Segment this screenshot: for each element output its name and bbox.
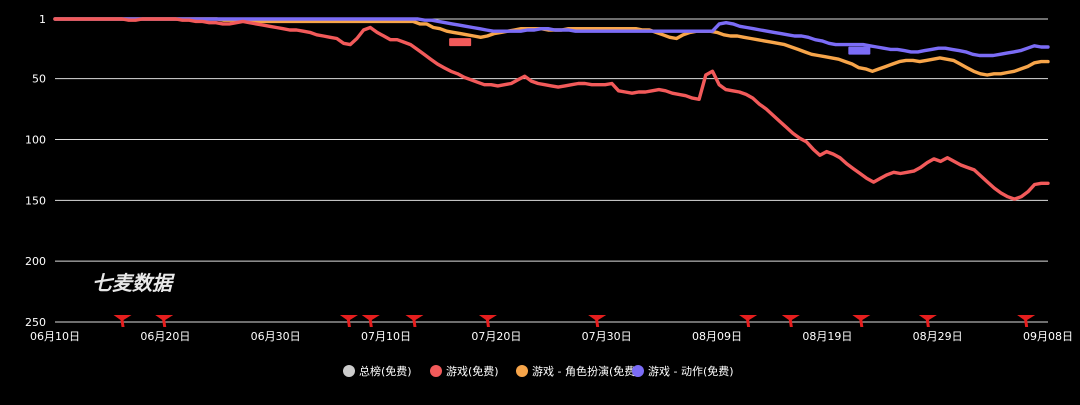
x-tick-label: 07月20日 bbox=[471, 330, 521, 343]
y-tick-label: 50 bbox=[32, 73, 46, 86]
event-badges bbox=[449, 38, 871, 55]
series-line-games_sub1 bbox=[53, 17, 1050, 77]
series-line-games_sub2 bbox=[53, 17, 1050, 58]
x-tick-label: 08月29日 bbox=[913, 330, 963, 343]
series-lines bbox=[53, 17, 1050, 201]
legend-item-games_sub1[interactable]: 游戏 - 角色扮演(免费) bbox=[516, 364, 640, 378]
y-tick-label: 100 bbox=[25, 133, 46, 146]
event-marker bbox=[155, 315, 174, 327]
event-marker bbox=[739, 315, 758, 327]
event-marker bbox=[588, 315, 607, 327]
event-marker bbox=[852, 315, 871, 327]
event-marker bbox=[405, 315, 424, 327]
legend-label: 游戏 - 动作(免费) bbox=[648, 364, 734, 378]
event-marker bbox=[113, 315, 132, 327]
legend-item-games[interactable]: 游戏(免费) bbox=[430, 364, 499, 378]
event-badge bbox=[848, 46, 871, 55]
legend-item-games_sub2[interactable]: 游戏 - 动作(免费) bbox=[632, 364, 734, 378]
series-line-games bbox=[53, 17, 1050, 201]
event-marker bbox=[781, 315, 800, 327]
event-marker bbox=[478, 315, 497, 327]
x-tick-label: 07月30日 bbox=[582, 330, 632, 343]
y-tick-label: 1 bbox=[39, 13, 46, 26]
legend[interactable]: 总榜(免费) 游戏(免费) 游戏 - 角色扮演(免费) 游戏 - 动作(免费) bbox=[343, 364, 734, 378]
x-tick-label: 06月30日 bbox=[251, 330, 301, 343]
legend-label: 总榜(免费) bbox=[359, 364, 412, 378]
event-marker bbox=[918, 315, 937, 327]
gridlines bbox=[55, 18, 1048, 323]
legend-label: 游戏(免费) bbox=[446, 364, 499, 378]
x-tick-label: 06月20日 bbox=[140, 330, 190, 343]
legend-item-overall[interactable]: 总榜(免费) bbox=[343, 364, 412, 378]
event-marker bbox=[1017, 315, 1036, 327]
legend-swatch bbox=[516, 365, 528, 377]
watermark: 七麦数据 bbox=[92, 271, 175, 295]
x-tick-label: 07月10日 bbox=[361, 330, 411, 343]
event-badge bbox=[449, 38, 472, 47]
x-tick-label: 09月08日 bbox=[1023, 330, 1073, 343]
legend-label: 游戏 - 角色扮演(免费) bbox=[532, 364, 640, 378]
y-tick-label: 250 bbox=[25, 316, 46, 329]
x-tick-label: 06月10日 bbox=[30, 330, 80, 343]
legend-swatch bbox=[430, 365, 442, 377]
y-tick-label: 200 bbox=[25, 255, 46, 268]
legend-swatch bbox=[343, 365, 355, 377]
y-tick-label: 150 bbox=[25, 194, 46, 207]
legend-swatch bbox=[632, 365, 644, 377]
x-axis-ticks: 06月10日 06月20日 06月30日 07月10日 07月20日 07月30日 08月0… bbox=[30, 330, 1073, 343]
event-markers bbox=[113, 315, 1036, 327]
event-marker bbox=[339, 315, 358, 327]
x-tick-label: 08月09日 bbox=[692, 330, 742, 343]
event-marker bbox=[361, 315, 380, 327]
x-tick-label: 08月19日 bbox=[802, 330, 852, 343]
